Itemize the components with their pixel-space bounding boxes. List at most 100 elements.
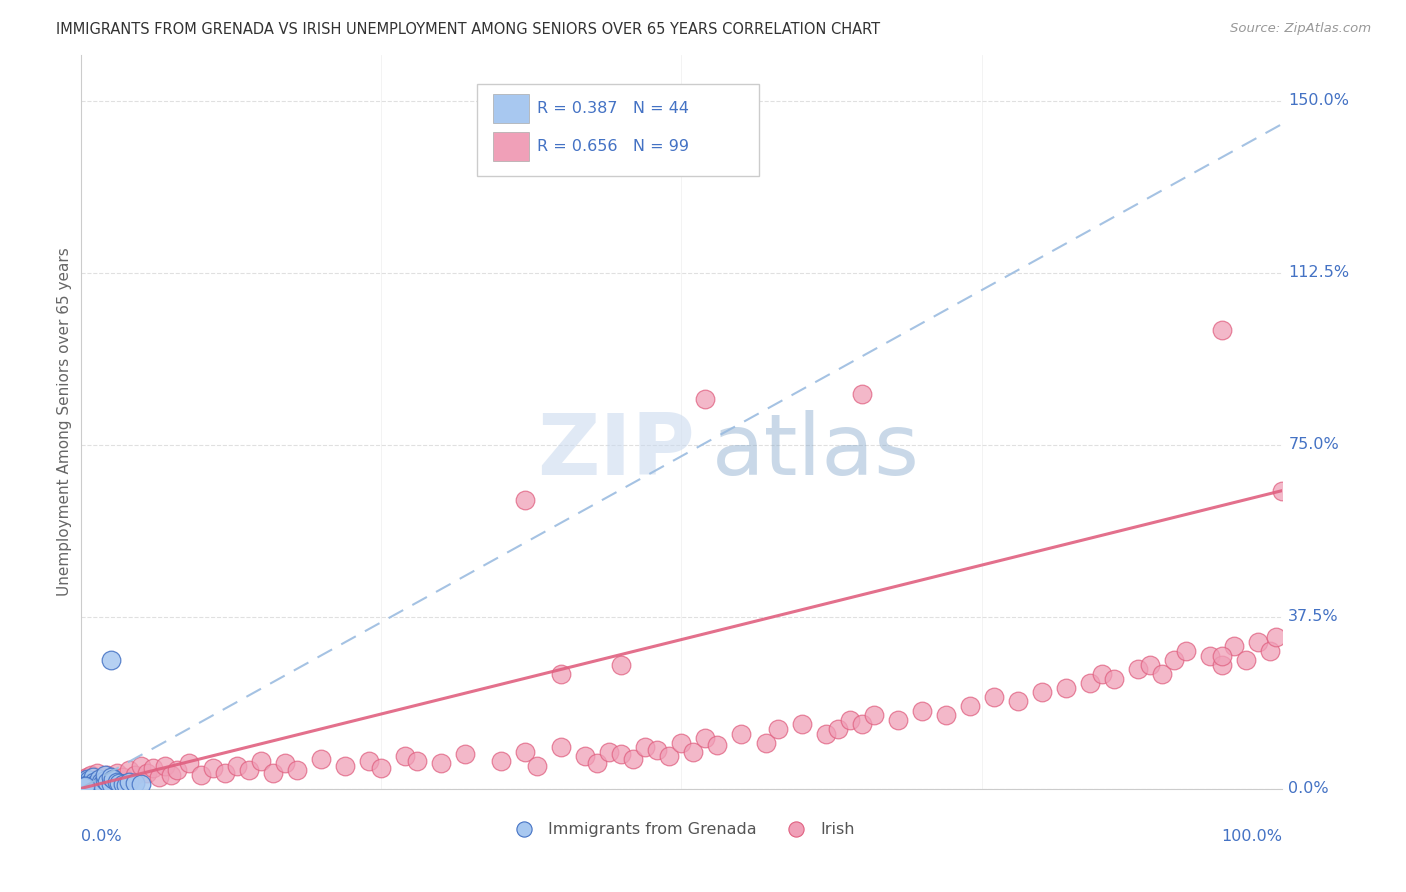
Point <box>983 690 1005 704</box>
Point <box>814 726 837 740</box>
Point <box>80 777 103 791</box>
Point <box>91 773 114 788</box>
Point <box>1258 644 1281 658</box>
Text: IMMIGRANTS FROM GRENADA VS IRISH UNEMPLOYMENT AMONG SENIORS OVER 65 YEARS CORREL: IMMIGRANTS FROM GRENADA VS IRISH UNEMPLO… <box>56 22 880 37</box>
Point <box>148 770 170 784</box>
Point <box>75 774 97 789</box>
Point <box>827 722 849 736</box>
Point <box>103 774 125 789</box>
Bar <box>492 94 529 123</box>
Point <box>610 657 633 672</box>
Point <box>129 758 152 772</box>
Point <box>111 770 134 784</box>
Point <box>959 699 981 714</box>
Point <box>790 717 813 731</box>
Point <box>1199 648 1222 663</box>
Point <box>586 756 609 771</box>
Point <box>1102 672 1125 686</box>
Point <box>142 761 165 775</box>
Point <box>1139 657 1161 672</box>
Point <box>79 776 101 790</box>
Point <box>333 758 356 772</box>
Point <box>647 742 669 756</box>
Point <box>70 777 93 791</box>
Point <box>550 740 572 755</box>
Point <box>91 777 114 791</box>
Point <box>695 392 717 406</box>
Point <box>225 758 247 772</box>
Point <box>1152 667 1174 681</box>
Point <box>1078 676 1101 690</box>
Text: R = 0.656   N = 99: R = 0.656 N = 99 <box>537 139 689 154</box>
Point <box>1175 644 1198 658</box>
Point <box>598 745 620 759</box>
Point <box>124 776 146 790</box>
Point <box>153 758 176 772</box>
Point <box>108 776 131 790</box>
Point <box>190 768 212 782</box>
Point <box>682 745 704 759</box>
Point <box>115 778 138 792</box>
Point <box>129 777 152 791</box>
Point <box>72 778 94 792</box>
FancyBboxPatch shape <box>477 85 759 176</box>
Point <box>851 387 873 401</box>
Point <box>886 713 908 727</box>
Point <box>309 752 332 766</box>
Point <box>82 772 104 787</box>
Legend: Immigrants from Grenada, Irish: Immigrants from Grenada, Irish <box>502 815 862 843</box>
Point <box>1223 640 1246 654</box>
Point <box>76 777 98 791</box>
Point <box>87 776 110 790</box>
Point <box>357 754 380 768</box>
Point <box>515 745 537 759</box>
Point <box>77 773 100 788</box>
Point <box>75 779 97 793</box>
Point <box>238 763 260 777</box>
Point <box>77 773 100 788</box>
Text: 100.0%: 100.0% <box>1222 829 1282 844</box>
Point <box>73 772 96 787</box>
Point <box>77 779 100 793</box>
Point <box>72 777 94 791</box>
Point <box>82 778 104 792</box>
Text: 112.5%: 112.5% <box>1288 265 1350 280</box>
Point <box>1007 694 1029 708</box>
Point <box>76 780 98 794</box>
Point <box>515 492 537 507</box>
Point <box>105 765 128 780</box>
Text: 0.0%: 0.0% <box>80 829 121 844</box>
Point <box>274 756 297 771</box>
Point <box>80 768 103 782</box>
Point <box>394 749 416 764</box>
Point <box>634 740 657 755</box>
Point <box>1211 648 1233 663</box>
Point <box>73 780 96 794</box>
Text: Source: ZipAtlas.com: Source: ZipAtlas.com <box>1230 22 1371 36</box>
Point <box>135 765 157 780</box>
Point <box>454 747 477 761</box>
Point <box>76 778 98 792</box>
Point <box>73 780 96 794</box>
Point <box>100 772 122 787</box>
Point <box>72 780 94 794</box>
Point <box>489 754 512 768</box>
Point <box>249 754 271 768</box>
Point <box>73 778 96 792</box>
Point <box>76 772 98 787</box>
Point <box>100 770 122 784</box>
Point <box>84 774 107 789</box>
Point <box>101 772 124 787</box>
Point <box>166 763 188 777</box>
Text: ZIP: ZIP <box>537 409 695 492</box>
Point <box>1234 653 1257 667</box>
Point <box>1163 653 1185 667</box>
Point <box>430 756 453 771</box>
Point <box>370 761 392 775</box>
Point <box>93 770 115 784</box>
Point <box>75 779 97 793</box>
Point <box>111 777 134 791</box>
Point <box>100 777 122 791</box>
Point <box>610 747 633 761</box>
Point <box>695 731 717 745</box>
